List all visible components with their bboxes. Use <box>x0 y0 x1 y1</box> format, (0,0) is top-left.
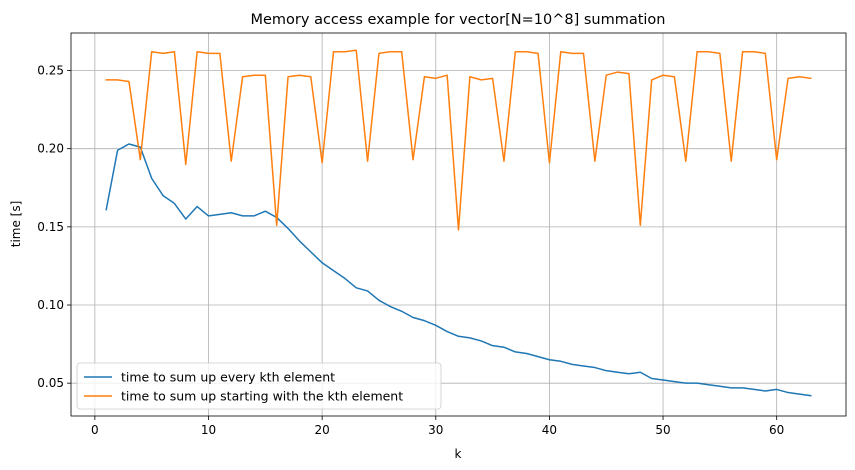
legend: time to sum up every kth element time to… <box>76 362 442 410</box>
y-tick-label: 0.20 <box>37 142 64 156</box>
series-line-1 <box>105 143 812 397</box>
y-tick-label: 0.15 <box>37 220 64 234</box>
legend-label-series-2: time to sum up starting with the kth ele… <box>121 389 403 404</box>
chart-title: Memory access example for vector[N=10^8]… <box>250 12 665 28</box>
y-tick-label: 0.25 <box>37 64 64 78</box>
series-line-2 <box>105 49 812 231</box>
legend-box <box>76 362 442 410</box>
x-axis-label: k <box>455 447 462 461</box>
x-tick-label: 40 <box>542 423 557 437</box>
legend-label-series-1: time to sum up every kth element <box>121 370 335 385</box>
y-tick-label: 0.05 <box>37 376 64 390</box>
y-axis-label: time [s] <box>9 201 23 248</box>
series-layer <box>105 49 812 397</box>
plot-frame <box>70 32 847 417</box>
x-tick-label: 50 <box>655 423 670 437</box>
ticks: 0 10 20 30 40 50 60 0.05 0.10 0.15 0.20 0.25 <box>37 64 784 437</box>
x-tick-label: 20 <box>314 423 329 437</box>
x-tick-label: 0 <box>91 423 99 437</box>
x-tick-label: 60 <box>769 423 784 437</box>
x-tick-label: 10 <box>201 423 216 437</box>
y-tick-label: 0.10 <box>37 298 64 312</box>
x-tick-label: 30 <box>428 423 443 437</box>
